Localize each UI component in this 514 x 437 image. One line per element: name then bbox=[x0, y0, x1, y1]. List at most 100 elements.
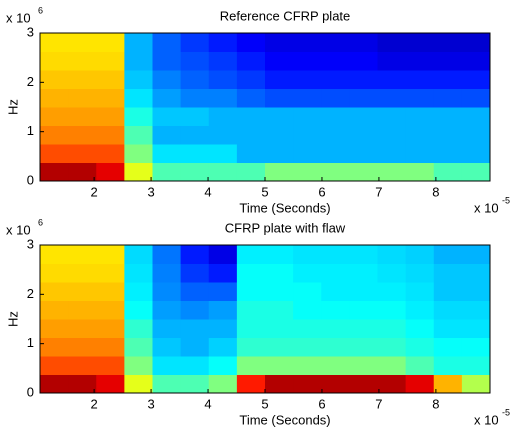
heatmap-cell bbox=[349, 70, 378, 89]
heatmap-cell bbox=[68, 107, 97, 126]
heatmap-cell bbox=[40, 356, 69, 375]
y-tick-label: 1 bbox=[27, 335, 34, 350]
heatmap-cell bbox=[152, 70, 182, 89]
y-multiplier-exponent: 6 bbox=[38, 5, 43, 15]
heatmap-cell bbox=[236, 245, 266, 264]
y-axis-label: Hz bbox=[5, 99, 20, 115]
heatmap-cell bbox=[96, 263, 125, 283]
x-tick-label: 2 bbox=[90, 396, 97, 411]
heatmap-cell bbox=[180, 33, 210, 52]
heatmap-cell bbox=[180, 51, 210, 71]
heatmap-cell bbox=[236, 162, 266, 182]
heatmap-cell bbox=[461, 107, 491, 126]
heatmap-cell bbox=[124, 144, 153, 163]
heatmap-cell bbox=[321, 144, 350, 163]
heatmap-cell bbox=[265, 319, 294, 338]
heatmap-cell bbox=[180, 300, 210, 320]
heatmap-cell bbox=[293, 263, 322, 283]
heatmap-cell bbox=[180, 319, 210, 338]
heatmap-cell bbox=[377, 51, 407, 71]
y-tick-label: 3 bbox=[27, 24, 34, 39]
heatmap-cell bbox=[433, 162, 463, 182]
heatmap-cell bbox=[321, 356, 350, 375]
heatmap-cell bbox=[433, 263, 463, 283]
x-multiplier-exponent: -5 bbox=[502, 407, 510, 417]
heatmap-cell bbox=[236, 300, 266, 320]
heatmap-cell bbox=[349, 107, 378, 126]
y-tick-label: 0 bbox=[27, 384, 34, 399]
heatmap-cell bbox=[96, 374, 125, 394]
heatmap-cell bbox=[377, 300, 407, 320]
heatmap-cell bbox=[68, 245, 97, 264]
heatmap-cell bbox=[321, 263, 350, 283]
heatmap-cell bbox=[377, 319, 407, 338]
x-tick-label: 8 bbox=[432, 396, 439, 411]
heatmap-cell bbox=[152, 88, 182, 108]
heatmap-cell bbox=[377, 245, 407, 264]
y-axis-label: Hz bbox=[5, 311, 20, 327]
heatmap-cell bbox=[180, 282, 210, 301]
heatmap-cell bbox=[461, 70, 491, 89]
y-multiplier: x 10 bbox=[6, 10, 31, 25]
heatmap-cell bbox=[433, 51, 463, 71]
x-multiplier: x 10 bbox=[474, 412, 499, 427]
heatmap-cell bbox=[377, 88, 407, 108]
heatmap-cell bbox=[349, 162, 378, 182]
heatmap-cell bbox=[152, 263, 182, 283]
heatmap-cell bbox=[349, 88, 378, 108]
heatmap-cell bbox=[40, 88, 69, 108]
heatmap-cell bbox=[68, 300, 97, 320]
heatmap-cell bbox=[293, 374, 322, 394]
heatmap-cell bbox=[377, 70, 407, 89]
heatmap-cell bbox=[40, 245, 69, 264]
heatmap-cell bbox=[180, 125, 210, 145]
heatmap-cell bbox=[68, 263, 97, 283]
heatmap-cell bbox=[68, 33, 97, 52]
heatmap-cell bbox=[265, 356, 294, 375]
x-tick-label: 7 bbox=[375, 396, 382, 411]
heatmap-cell bbox=[152, 300, 182, 320]
heatmap-cell bbox=[461, 162, 491, 182]
heatmap-cell bbox=[405, 162, 435, 182]
heatmap-cell bbox=[96, 107, 125, 126]
heatmap-cell bbox=[293, 337, 322, 357]
heatmap-cell bbox=[349, 300, 378, 320]
x-axis-label: Time (Seconds) bbox=[239, 200, 330, 215]
heatmap-cell bbox=[293, 282, 322, 301]
heatmap-cell bbox=[461, 337, 491, 357]
heatmap-cell bbox=[377, 282, 407, 301]
heatmap-cell bbox=[293, 33, 322, 52]
heatmap-cell bbox=[96, 70, 125, 89]
heatmap-cell bbox=[68, 282, 97, 301]
heatmap-cell bbox=[461, 282, 491, 301]
heatmap-cell bbox=[405, 245, 435, 264]
y-tick-label: 1 bbox=[27, 123, 34, 138]
y-tick-label: 2 bbox=[27, 286, 34, 301]
heatmap-cell bbox=[208, 300, 238, 320]
heatmap-cell bbox=[433, 70, 463, 89]
heatmap-cell bbox=[293, 245, 322, 264]
y-multiplier: x 10 bbox=[6, 222, 31, 237]
heatmap-cell bbox=[68, 51, 97, 71]
heatmap-cell bbox=[208, 245, 238, 264]
heatmap-cell bbox=[124, 374, 153, 394]
heatmap-cell bbox=[461, 125, 491, 145]
heatmap-cell bbox=[265, 107, 294, 126]
heatmap-cell bbox=[405, 51, 435, 71]
heatmap-cell bbox=[349, 245, 378, 264]
heatmap-cell bbox=[152, 144, 182, 163]
heatmap-cell bbox=[40, 282, 69, 301]
heatmap-cell bbox=[208, 33, 238, 52]
heatmap-cell bbox=[40, 374, 69, 394]
heatmap-cell bbox=[265, 88, 294, 108]
heatmap-cell bbox=[265, 337, 294, 357]
heatmap-cell bbox=[321, 51, 350, 71]
heatmap-cell bbox=[40, 125, 69, 145]
x-tick-label: 5 bbox=[261, 184, 268, 199]
heatmap-cell bbox=[321, 125, 350, 145]
heatmap-cell bbox=[349, 282, 378, 301]
heatmap-cell bbox=[208, 319, 238, 338]
x-axis-label: Time (Seconds) bbox=[239, 412, 330, 427]
heatmap-cell bbox=[96, 282, 125, 301]
heatmap-cell bbox=[40, 144, 69, 163]
